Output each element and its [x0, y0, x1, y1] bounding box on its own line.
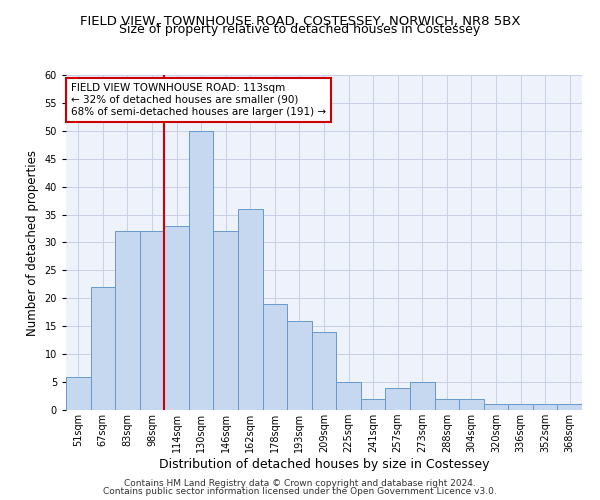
Bar	[385, 388, 410, 410]
Bar	[312, 332, 336, 410]
Bar	[484, 404, 508, 410]
Bar	[263, 304, 287, 410]
Bar	[459, 399, 484, 410]
Bar	[287, 320, 312, 410]
Bar	[361, 399, 385, 410]
Bar	[164, 226, 189, 410]
Bar	[557, 404, 582, 410]
Bar	[140, 232, 164, 410]
Bar	[434, 399, 459, 410]
Y-axis label: Number of detached properties: Number of detached properties	[26, 150, 39, 336]
Bar	[410, 382, 434, 410]
Text: Contains HM Land Registry data © Crown copyright and database right 2024.: Contains HM Land Registry data © Crown c…	[124, 478, 476, 488]
Bar	[91, 287, 115, 410]
Bar	[238, 209, 263, 410]
Bar	[66, 376, 91, 410]
Text: FIELD VIEW TOWNHOUSE ROAD: 113sqm
← 32% of detached houses are smaller (90)
68% : FIELD VIEW TOWNHOUSE ROAD: 113sqm ← 32% …	[71, 84, 326, 116]
Bar	[336, 382, 361, 410]
Bar	[115, 232, 140, 410]
Bar	[189, 131, 214, 410]
Bar	[508, 404, 533, 410]
Text: Contains public sector information licensed under the Open Government Licence v3: Contains public sector information licen…	[103, 487, 497, 496]
Text: FIELD VIEW, TOWNHOUSE ROAD, COSTESSEY, NORWICH, NR8 5BX: FIELD VIEW, TOWNHOUSE ROAD, COSTESSEY, N…	[80, 15, 520, 28]
Text: Size of property relative to detached houses in Costessey: Size of property relative to detached ho…	[119, 22, 481, 36]
X-axis label: Distribution of detached houses by size in Costessey: Distribution of detached houses by size …	[159, 458, 489, 471]
Bar	[533, 404, 557, 410]
Bar	[214, 232, 238, 410]
